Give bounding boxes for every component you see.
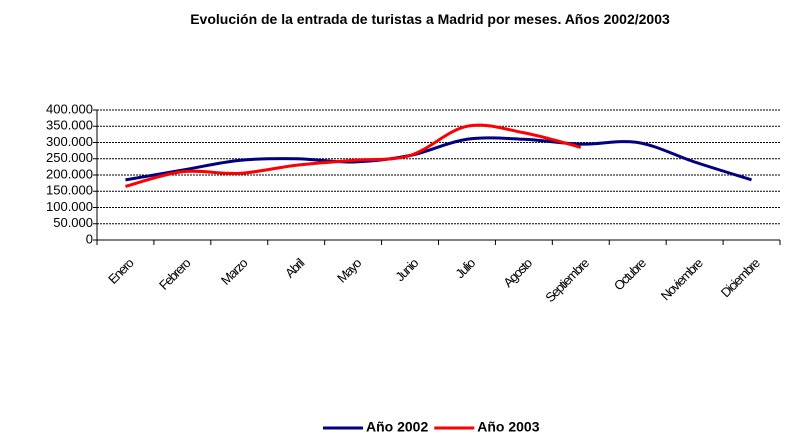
y-tick-label: 400.000 bbox=[46, 101, 93, 116]
x-tick-label: Junio bbox=[392, 255, 421, 284]
series-line bbox=[125, 136, 752, 182]
x-tick-label: Octubre bbox=[611, 255, 649, 293]
x-tick-label: Septiembre bbox=[542, 255, 592, 305]
x-tick-label: Abril bbox=[282, 255, 308, 281]
legend-label: Año 2003 bbox=[477, 419, 539, 435]
chart-title: Evolución de la entrada de turistas a Ma… bbox=[190, 11, 670, 27]
x-tick-label: Febrero bbox=[156, 255, 194, 293]
y-tick-label: 300.000 bbox=[46, 134, 93, 149]
x-tick-label: Enero bbox=[105, 255, 137, 287]
y-tick-label: 150.000 bbox=[46, 183, 93, 198]
y-tick-label: 100.000 bbox=[46, 199, 93, 214]
y-tick-label: 200.000 bbox=[46, 166, 93, 181]
x-tick-label: Marzo bbox=[218, 255, 251, 288]
y-tick-label: 50.000 bbox=[53, 215, 93, 230]
x-tick-label: Julio bbox=[452, 255, 478, 281]
legend-label: Año 2002 bbox=[366, 419, 428, 435]
y-tick-label: 350.000 bbox=[46, 118, 93, 133]
x-tick-label: Mayo bbox=[334, 255, 364, 285]
y-tick-label: 250.000 bbox=[46, 150, 93, 165]
y-tick-label: 0 bbox=[86, 231, 93, 246]
series-line bbox=[125, 123, 582, 188]
x-tick-label: Noviembre bbox=[658, 255, 706, 303]
x-tick-label: Agosto bbox=[500, 255, 535, 290]
x-tick-label: Diciembre bbox=[718, 255, 763, 300]
